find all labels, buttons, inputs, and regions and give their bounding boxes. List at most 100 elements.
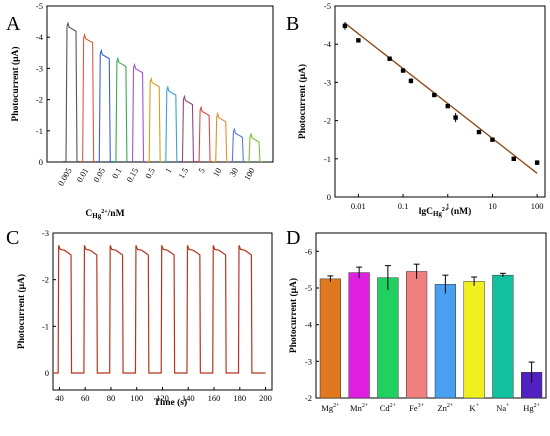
- panel-c-xtick-label: 200: [259, 393, 272, 403]
- panel-d-xtick-label: Fe3+: [409, 403, 425, 413]
- panel-c-ytick-label: -3: [42, 228, 49, 238]
- panel-a-pulse: [162, 85, 180, 163]
- panel-a-pulse: [179, 94, 197, 163]
- panel-b-xtick-label: 1: [446, 201, 450, 211]
- panel-d-bar: [463, 281, 485, 399]
- panel-a-xtick-label: 100: [242, 166, 257, 182]
- panel-b-xtick-label: 0.01: [351, 201, 366, 211]
- panel-d-ytick-label: -6: [305, 246, 312, 256]
- panel-a-xtick-label: 0.15: [124, 166, 140, 184]
- panel-a-ytick-label: -4: [36, 32, 44, 42]
- panel-label-D: D: [286, 227, 300, 249]
- panel-a-pulse: [246, 131, 263, 163]
- panel-b-ytick-label: -5: [324, 1, 331, 11]
- panel-d-xtick-label: Cd2+: [380, 403, 397, 413]
- panel-d-xtick-label: Mg2+: [321, 403, 340, 413]
- panel-b-point: [511, 156, 516, 161]
- panel-b-point: [445, 103, 450, 109]
- panel-b-ytick-label: 0: [327, 192, 331, 202]
- panel-c-ytick-label: -1: [42, 321, 49, 331]
- panel-c-xlabel: Time (s): [154, 397, 187, 408]
- panel-a: 0 -1 -2 -3 -4 -5 Photocurrent (μA) 0.005 0.01 0.0…: [10, 1, 274, 220]
- panel-a-xtick-label: 0.05: [91, 166, 107, 184]
- panel-d-bar: [348, 272, 370, 399]
- panel-b-frame: [334, 5, 546, 198]
- panel-a-xtick-label: 0.1: [110, 166, 124, 180]
- panel-d-ylabel: Photocurrent (μA): [288, 278, 299, 353]
- panel-b-ytick-label: -2: [324, 116, 331, 126]
- panel-c-ytick-label: -2: [42, 275, 49, 285]
- panel-a-xtick-label: 10: [211, 166, 224, 178]
- panel-a-xtick-label: 1: [163, 166, 174, 175]
- panel-d-ytick-label: -4: [305, 320, 313, 330]
- panel-b-fit-line: [344, 22, 538, 174]
- panel-b-point: [490, 137, 495, 142]
- panel-a-xtick-label: 0.5: [143, 166, 157, 180]
- panel-b-xlabel: lgCHg2+ (nM): [419, 206, 472, 218]
- panel-b-point: [534, 160, 540, 165]
- panel-d-ytick-label: -5: [305, 283, 312, 293]
- panel-b-point: [342, 23, 348, 29]
- panel-d-xtick-label: Na+: [496, 403, 510, 413]
- panel-a-pulse: [129, 62, 147, 163]
- panel-d-xtick-label: Hg2+: [523, 403, 540, 413]
- panel-a-ytick-label: -5: [36, 1, 43, 11]
- panel-d-ytick-label: -3: [305, 356, 312, 366]
- panel-c-trace: [53, 245, 266, 374]
- panel-a-ytick-label: -2: [36, 95, 43, 105]
- panel-a-xtick-label: 1.5: [176, 166, 190, 180]
- panel-b-ytick-label: -3: [324, 77, 331, 87]
- panel-c-xtick-label: 60: [81, 393, 90, 403]
- panel-d-frame: [315, 232, 547, 399]
- panel-a-xtick-label: 0.005: [56, 166, 74, 188]
- panel-d-bar: [406, 271, 428, 399]
- panel-b-point: [453, 115, 458, 120]
- panel-a-ytick-label: -1: [36, 126, 43, 136]
- panel-b-point: [387, 56, 392, 61]
- panel-a-pulse: [229, 127, 247, 163]
- panel-d-xtick-label: K+: [469, 403, 479, 413]
- panel-d-bar: [377, 277, 399, 399]
- panel-c-xtick-label: 140: [182, 393, 195, 403]
- panel-a-pulse: [212, 111, 230, 163]
- panel-b-ytick-label: -4: [324, 39, 332, 49]
- panel-d-ytick-label: -2: [305, 393, 312, 403]
- panel-b-point: [356, 38, 361, 43]
- panel-a-xtick-label: 30: [227, 166, 240, 178]
- panel-d-bar: [319, 278, 341, 399]
- panel-b-ytick-label: -1: [324, 154, 331, 164]
- panel-a-ylabel: Photocurrent (μA): [10, 46, 21, 121]
- panel-d-xtick-label: Zn2+: [437, 403, 453, 413]
- panel-d-bar: [434, 284, 456, 399]
- panel-a-xlabel: CHg2+/nM: [85, 209, 124, 220]
- panel-c-xtick-label: 180: [233, 393, 246, 403]
- panel-label-C: C: [6, 227, 19, 249]
- panel-a-pulse: [96, 48, 114, 163]
- panel-b-xtick-label: 100: [531, 201, 544, 211]
- panel-b-point: [432, 92, 437, 98]
- panel-c-xtick-label: 100: [130, 393, 143, 403]
- panel-label-B: B: [286, 13, 299, 35]
- panel-a-xtick-label: 5: [196, 166, 207, 175]
- panel-c-ytick-label: 0: [45, 368, 49, 378]
- panel-c: 0 -1 -2 -3 40 60 80 100 120 140 160 180 200 Photocurr…: [16, 228, 273, 408]
- panel-label-A: A: [6, 13, 21, 35]
- panel-a-xtick-label: 0.01: [74, 166, 90, 184]
- panel-b: 0 -1 -2 -3 -4 -5 0.01 0.1 1 10 100 Photocurrent (μA…: [297, 1, 546, 218]
- panel-c-xtick-label: 40: [55, 393, 64, 403]
- panel-b-point: [400, 68, 406, 73]
- panel-a-pulse: [63, 21, 80, 163]
- panel-d: -2 -3 -4 -5 -6 Photocurrent (μA) Mg2+ Mn2+ Cd2+ F…: [288, 232, 547, 413]
- panel-c-xtick-label: 80: [107, 393, 116, 403]
- panel-b-xtick-label: 10: [488, 201, 497, 211]
- panel-b-ylabel: Photocurrent (μA): [297, 64, 308, 139]
- panel-b-point: [408, 78, 414, 84]
- panel-a-pulse: [79, 32, 97, 163]
- panel-c-xtick-label: 120: [156, 393, 169, 403]
- panel-b-point: [476, 129, 482, 135]
- panel-a-ytick-label: 0: [39, 157, 43, 167]
- panel-a-pulse: [146, 76, 164, 163]
- panel-c-ylabel: Photocurrent (μA): [16, 274, 27, 349]
- panel-d-bar: [492, 274, 514, 399]
